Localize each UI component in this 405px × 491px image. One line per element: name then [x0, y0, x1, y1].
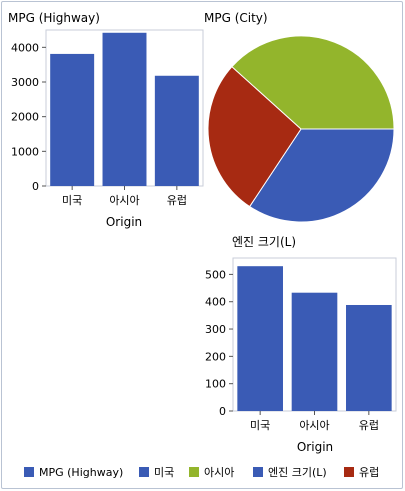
legend-swatch — [253, 467, 263, 477]
c1-bar[interactable] — [50, 53, 95, 186]
legend-label: 엔진 크기(L) — [268, 466, 327, 479]
c3-ytick-label: 200 — [205, 350, 226, 363]
legend-label: 유럽 — [359, 465, 379, 479]
c3-ytick-label: 0 — [219, 405, 226, 418]
legend-label: 아시아 — [204, 466, 234, 479]
c1-bar[interactable] — [154, 75, 199, 186]
c3-bar[interactable] — [237, 266, 283, 411]
legend-swatch — [189, 467, 199, 477]
c1-xtick-label: 유럽 — [167, 193, 187, 207]
c1-ytick-label: 2000 — [11, 111, 39, 124]
chart2-title: MPG (City) — [204, 11, 268, 25]
c1-xtick-label: 아시아 — [109, 194, 139, 207]
chart-legend: MPG (Highway) 미국 아시아 엔진 크기(L) 유럽 — [24, 465, 379, 479]
c3-ytick-label: 300 — [205, 323, 226, 336]
c1-ytick-label: 3000 — [11, 76, 39, 89]
c1-ytick-label: 0 — [32, 180, 39, 193]
legend-swatch — [344, 467, 354, 477]
c3-ytick-label: 100 — [205, 378, 226, 391]
c3-xtick-label: 유럽 — [359, 418, 379, 432]
legend-swatch — [139, 467, 149, 477]
c2-slice-3[interactable] — [231, 35, 395, 130]
c1-ytick-label: 4000 — [11, 41, 39, 54]
c3-ytick-label: 400 — [205, 296, 226, 309]
c3-bar[interactable] — [291, 292, 338, 411]
c1-bar[interactable] — [102, 32, 147, 187]
chart1-xaxis-label: Origin — [106, 215, 142, 229]
c1-ytick-label: 1000 — [11, 145, 39, 158]
legend-label: 미국 — [154, 466, 174, 479]
mpg-city-pie-chart: MPG (City) — [204, 11, 395, 223]
chart1-title: MPG (Highway) — [8, 11, 100, 25]
engine-size-bar-chart: 엔진 크기(L) 0 100 200 300 400 500 미국 아시아 유럽 Origin — [205, 235, 397, 454]
c3-bar[interactable] — [346, 304, 392, 411]
chart3-title: 엔진 크기(L) — [232, 235, 296, 249]
c1-xtick-label: 미국 — [62, 194, 82, 207]
legend-swatch — [24, 467, 34, 477]
c3-xtick-label: 미국 — [250, 419, 270, 432]
legend-label: MPG (Highway) — [39, 466, 123, 479]
c2-slice-2[interactable] — [207, 66, 302, 208]
c3-xtick-label: 아시아 — [299, 419, 329, 432]
chart3-xaxis-label: Origin — [297, 440, 333, 454]
c3-ytick-label: 500 — [205, 268, 226, 281]
